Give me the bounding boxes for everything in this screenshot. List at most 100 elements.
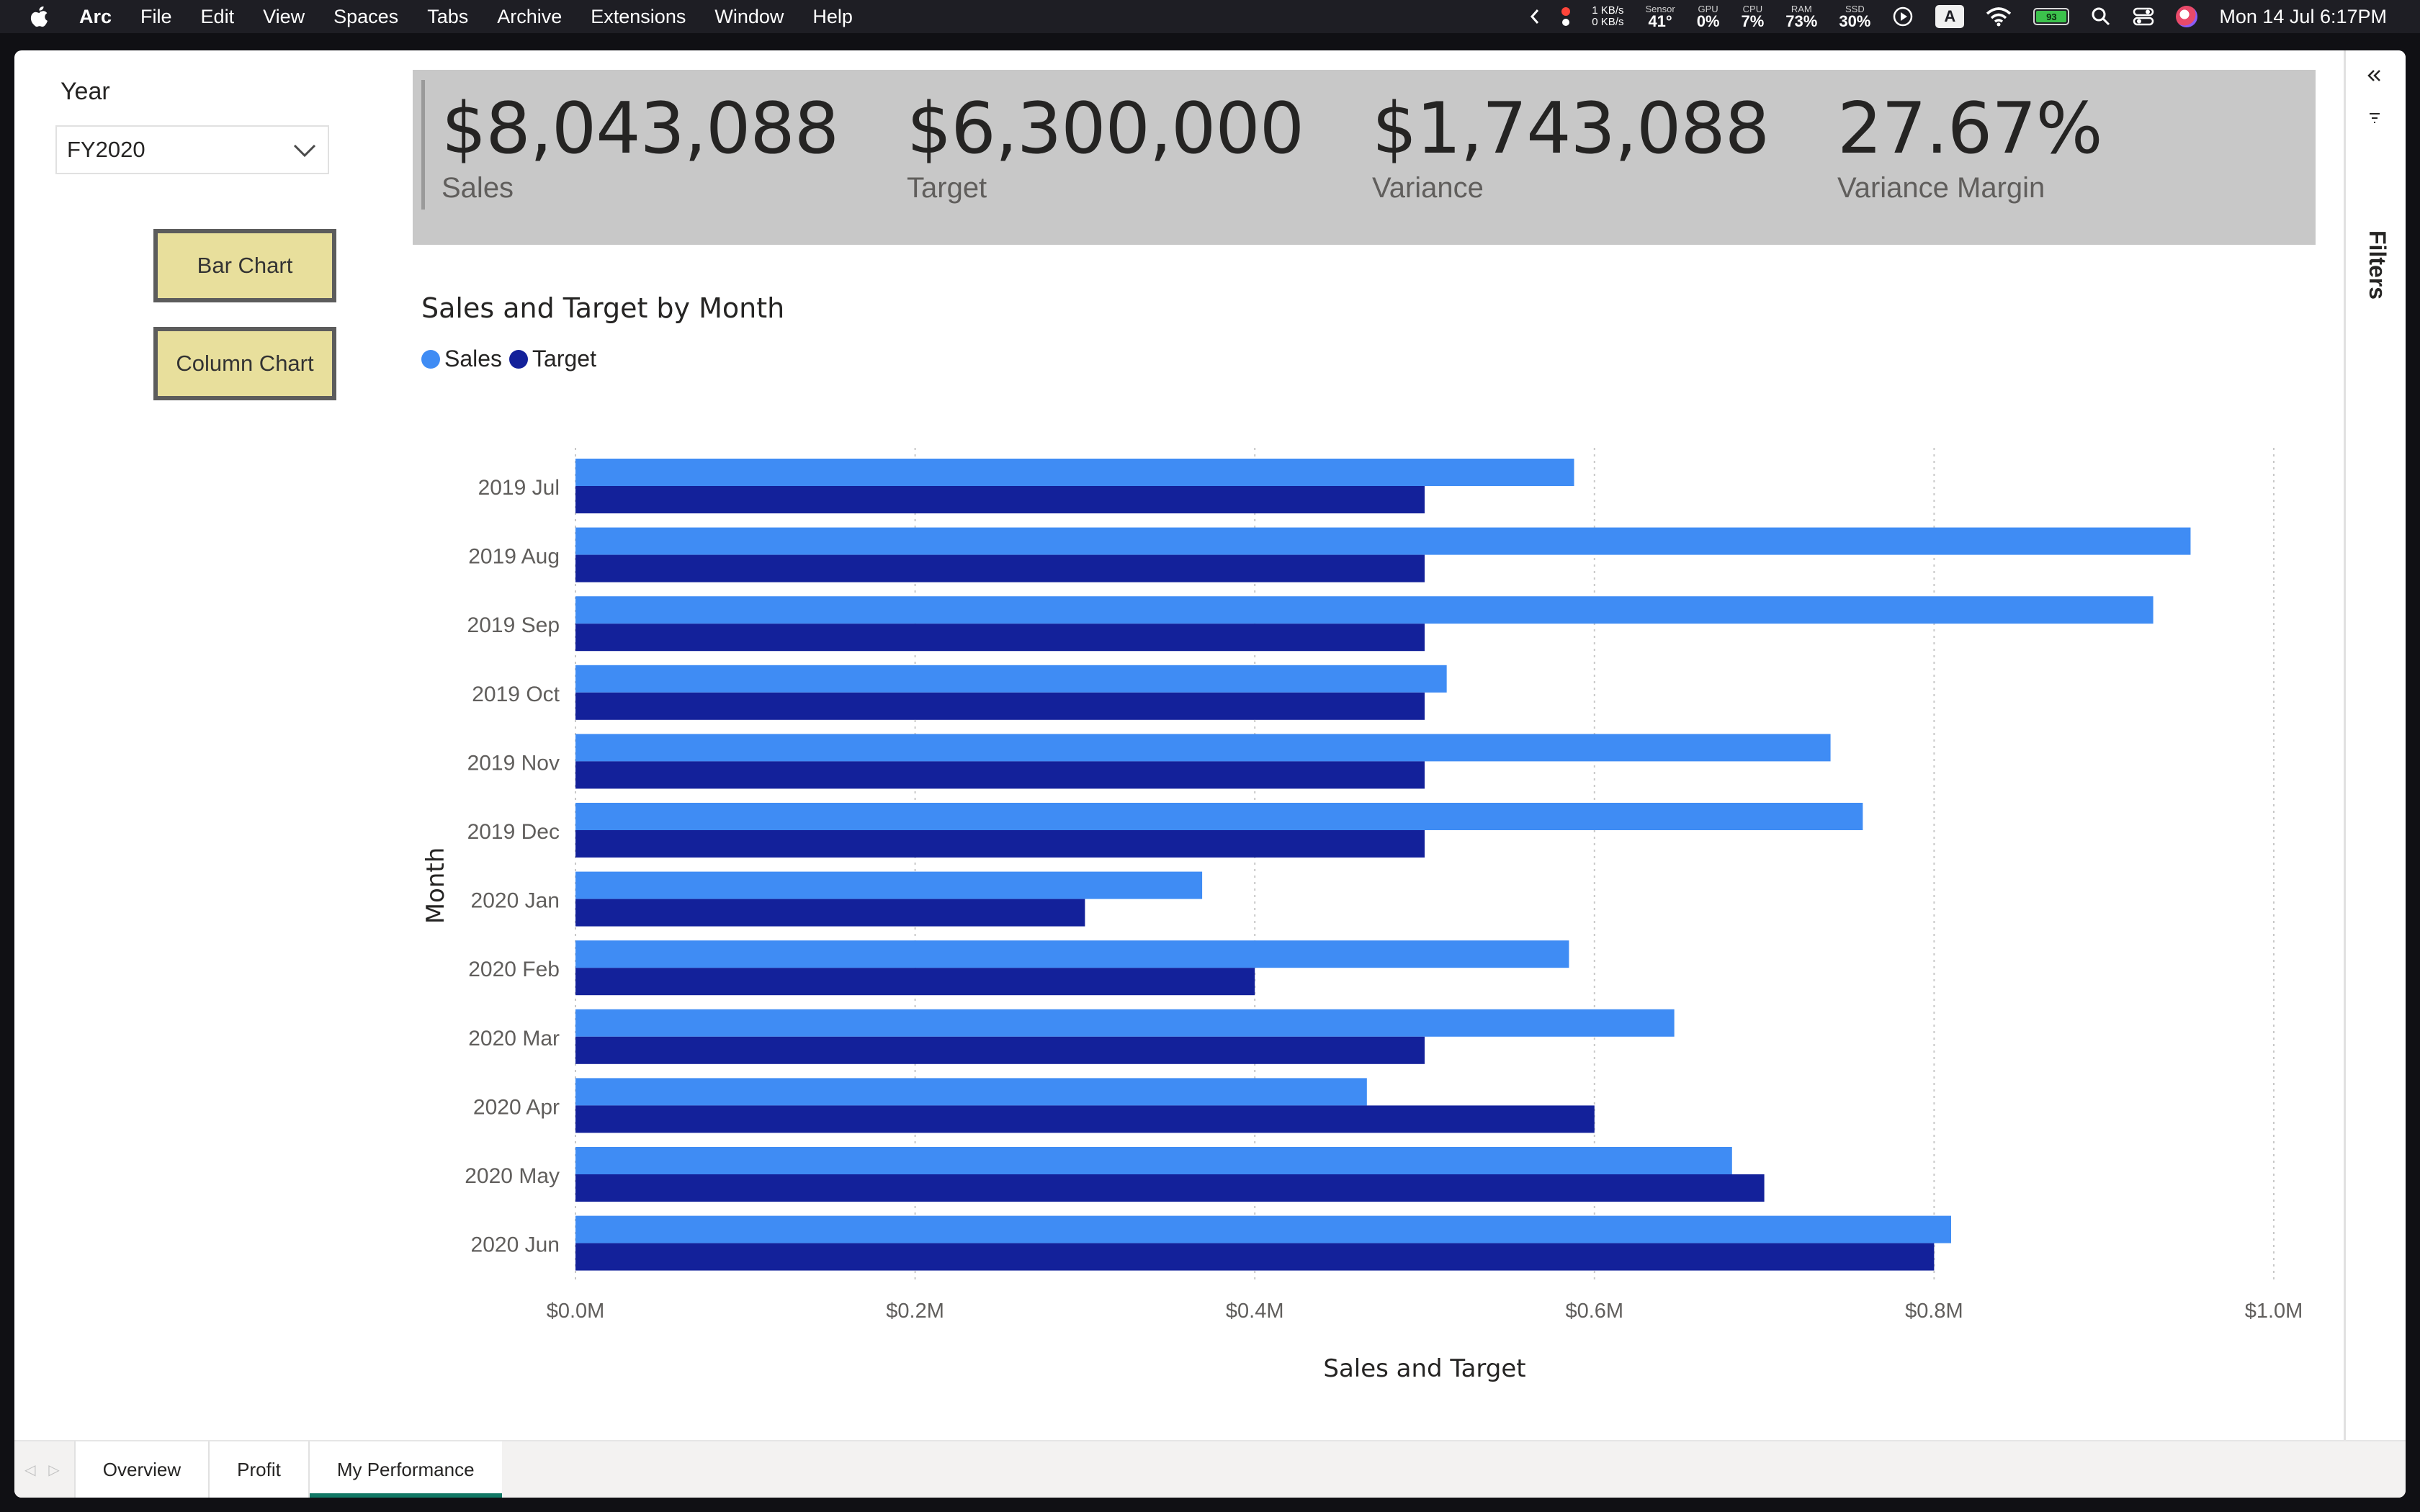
ram-value: 73%	[1785, 12, 1818, 30]
battery-icon[interactable]: 93	[2033, 8, 2070, 25]
bar-chart-button[interactable]: Bar Chart	[153, 229, 336, 302]
kpi-band: $8,043,088 Sales $6,300,000 Target $1,74…	[413, 70, 2316, 245]
kpi-target: $6,300,000 Target	[907, 87, 1304, 204]
column-chart-button[interactable]: Column Chart	[153, 327, 336, 400]
control-center-icon[interactable]	[2133, 6, 2154, 27]
bar-sales[interactable]	[575, 1078, 1367, 1106]
bar-target[interactable]	[575, 692, 1425, 720]
ram-label: RAM	[1791, 3, 1812, 14]
menu-spaces[interactable]: Spaces	[333, 5, 399, 27]
sensor-label: Sensor	[1645, 3, 1675, 14]
ram-stat[interactable]: RAM 73%	[1785, 4, 1817, 30]
bar-sales[interactable]	[575, 459, 1574, 486]
keyboard-input-icon[interactable]: A	[1935, 5, 1965, 28]
play-circle-icon[interactable]	[1892, 6, 1914, 27]
tab-overview[interactable]: Overview	[73, 1441, 209, 1498]
kpi-sales-value: $8,043,088	[442, 88, 839, 170]
bar-sales[interactable]	[575, 871, 1203, 899]
double-chevron-left-icon[interactable]	[2366, 65, 2383, 90]
bar-target[interactable]	[575, 1036, 1425, 1064]
bar-sales[interactable]	[575, 803, 1863, 830]
y-axis-title: Month	[421, 847, 450, 924]
wifi-icon[interactable]	[1986, 6, 2012, 27]
network-speed[interactable]: 1 KB/s 0 KB/s	[1592, 4, 1624, 29]
sensor-stat[interactable]: Sensor 41°	[1645, 4, 1675, 30]
legend-swatch-target	[509, 349, 529, 369]
bar-target[interactable]	[575, 1243, 1935, 1271]
menu-file[interactable]: File	[140, 5, 172, 27]
x-tick-label: $0.0M	[547, 1300, 605, 1323]
report-window: Year FY2020 Bar Chart Column Chart $8,04…	[14, 50, 2406, 1498]
bar-sales[interactable]	[575, 1009, 1675, 1037]
x-tick-label: $0.8M	[1905, 1300, 1963, 1323]
ssd-label: SSD	[1845, 3, 1865, 14]
kpi-target-label: Target	[907, 171, 987, 204]
menu-bar: Arc File Edit View Spaces Tabs Archive E…	[0, 0, 2420, 33]
bar-sales[interactable]	[575, 527, 2191, 555]
network-down: 0 KB/s	[1592, 16, 1624, 28]
ssd-value: 30%	[1839, 12, 1871, 30]
bar-target[interactable]	[575, 1105, 1595, 1133]
menu-extensions[interactable]: Extensions	[591, 5, 686, 27]
menu-edit[interactable]: Edit	[200, 5, 235, 27]
menu-window[interactable]: Window	[714, 5, 784, 27]
legend-item-target[interactable]: Target	[509, 346, 596, 372]
filters-label[interactable]: Filters	[2365, 230, 2390, 300]
page-tab-bar: ◁ ▷ Overview Profit My Performance	[14, 1440, 2406, 1498]
menu-help[interactable]: Help	[812, 5, 853, 27]
x-tick-label: $1.0M	[2245, 1300, 2303, 1323]
year-dropdown[interactable]: FY2020	[55, 125, 329, 174]
recording-indicator-icon[interactable]	[1561, 7, 1571, 26]
sensor-value: 41°	[1648, 12, 1672, 30]
ssd-stat[interactable]: SSD 30%	[1839, 4, 1870, 30]
menu-archive[interactable]: Archive	[497, 5, 563, 27]
search-icon[interactable]	[2091, 6, 2111, 27]
menu-tabs[interactable]: Tabs	[427, 5, 469, 27]
chevron-down-icon[interactable]	[289, 134, 321, 171]
kpi-target-value: $6,300,000	[907, 88, 1304, 170]
user-avatar-icon[interactable]	[2176, 6, 2198, 27]
cpu-stat[interactable]: CPU 7%	[1741, 4, 1764, 30]
apple-menu-icon[interactable]	[29, 4, 50, 29]
tab-my-performance[interactable]: My Performance	[308, 1441, 502, 1498]
y-tick-label: 2019 Jul	[478, 476, 560, 500]
bar-target[interactable]	[575, 486, 1425, 513]
bar-target[interactable]	[575, 554, 1425, 582]
network-up: 1 KB/s	[1592, 4, 1624, 17]
kpi-sales: $8,043,088 Sales	[442, 87, 839, 204]
bar-sales[interactable]	[575, 940, 1569, 968]
gpu-label: GPU	[1698, 3, 1718, 14]
bar-target[interactable]	[575, 968, 1255, 996]
filter-lines-icon[interactable]	[2367, 111, 2382, 128]
bar-sales[interactable]	[575, 1215, 1951, 1243]
y-tick-label: 2019 Sep	[467, 613, 560, 637]
y-tick-label: 2020 Jun	[471, 1233, 560, 1257]
cpu-value: 7%	[1741, 12, 1765, 30]
bar-target[interactable]	[575, 1174, 1765, 1202]
bar-target[interactable]	[575, 761, 1425, 789]
tab-scroll-right-icon[interactable]: ▷	[48, 1461, 60, 1478]
bar-sales[interactable]	[575, 734, 1831, 762]
bar-sales[interactable]	[575, 1147, 1732, 1174]
y-tick-label: 2020 Feb	[468, 958, 560, 981]
year-dropdown-value: FY2020	[67, 137, 145, 162]
bar-sales[interactable]	[575, 596, 2154, 624]
kpi-variance: $1,743,088 Variance	[1372, 87, 1770, 204]
menu-view[interactable]: View	[263, 5, 305, 27]
tab-scroll-left-icon[interactable]: ◁	[24, 1461, 36, 1478]
bar-target[interactable]	[575, 830, 1425, 858]
legend-item-sales[interactable]: Sales	[421, 346, 502, 372]
chevron-left-icon[interactable]	[1530, 8, 1540, 25]
menubar-datetime[interactable]: Mon 14 Jul 6:17PM	[2219, 5, 2387, 27]
kpi-variance-value: $1,743,088	[1372, 88, 1770, 170]
bar-target[interactable]	[575, 624, 1425, 652]
tab-profit[interactable]: Profit	[208, 1441, 308, 1498]
app-name-menu[interactable]: Arc	[79, 5, 112, 27]
y-tick-label: 2019 Dec	[467, 820, 560, 844]
bar-target[interactable]	[575, 899, 1085, 927]
year-slicer-label: Year	[60, 78, 110, 105]
gpu-stat[interactable]: GPU 0%	[1697, 4, 1720, 30]
legend-swatch-sales	[421, 349, 440, 369]
y-tick-label: 2020 Apr	[473, 1095, 560, 1119]
bar-sales[interactable]	[575, 665, 1447, 693]
